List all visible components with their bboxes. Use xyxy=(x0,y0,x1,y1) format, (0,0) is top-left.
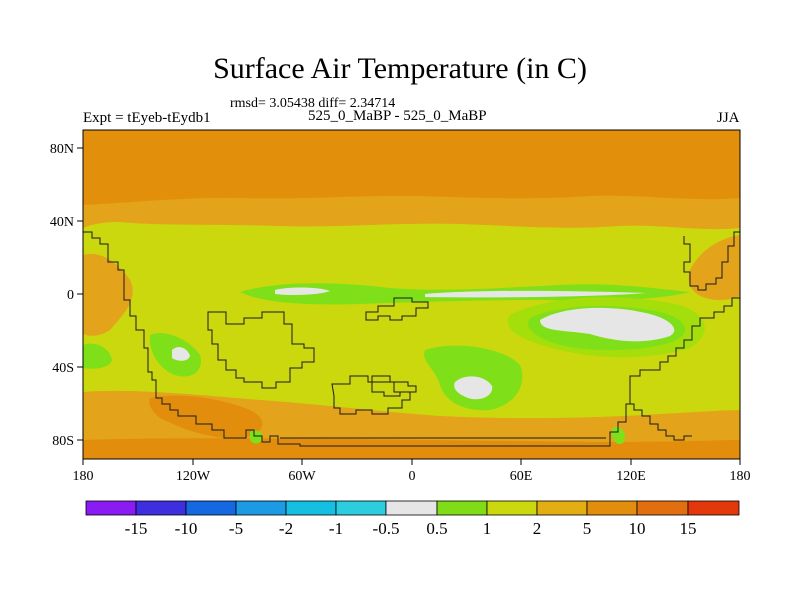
colorbar-label: 10 xyxy=(629,519,646,538)
colorbar-box xyxy=(235,500,287,516)
field-white-south xyxy=(454,376,493,400)
lat-tick-label: 40S xyxy=(52,361,74,376)
lat-tick-label: 0 xyxy=(67,288,74,303)
colorbar-label: -2 xyxy=(279,519,293,538)
colorbar-label: 0.5 xyxy=(426,519,447,538)
colorbar-box xyxy=(486,500,538,516)
lon-tick-label: 0 xyxy=(409,469,416,484)
coast-africa-like xyxy=(207,311,315,389)
runs-label: 525_0_MaBP - 525_0_MaBP xyxy=(308,108,487,124)
field-south-dark xyxy=(149,395,263,439)
colorbar-box xyxy=(586,500,638,516)
lon-tick-label: 60E xyxy=(510,469,533,484)
field-green-ocean xyxy=(83,343,112,369)
coast-central-east xyxy=(365,297,429,321)
colorbar-box xyxy=(185,500,237,516)
map-title: Surface Air Temperature (in C) xyxy=(213,52,587,85)
colorbar xyxy=(85,500,740,516)
lon-tick-label: 60W xyxy=(288,469,316,484)
colorbar-label: 5 xyxy=(583,519,592,538)
colorbar-label: -10 xyxy=(175,519,198,538)
colorbar-box xyxy=(636,500,689,516)
field-south-dark-2 xyxy=(83,438,740,459)
season-label: JJA xyxy=(717,110,740,126)
colorbar-label: 2 xyxy=(533,519,542,538)
colorbar-box xyxy=(687,500,740,516)
colorbar-label: -5 xyxy=(229,519,243,538)
colorbar-box xyxy=(285,500,337,516)
coastlines xyxy=(83,231,740,447)
field-white-indian xyxy=(540,307,675,342)
field-orange-east xyxy=(688,235,740,300)
colorbar-box xyxy=(85,500,137,516)
coast-south-block xyxy=(331,375,411,415)
field-green-antarctic-2 xyxy=(611,426,626,445)
colorbar-box xyxy=(436,500,488,516)
coast-south-inner xyxy=(371,375,417,397)
experiment-label: Expt = tEyeb-tEydb1 xyxy=(83,110,211,126)
tick-marks xyxy=(77,147,741,465)
lon-tick-label: 120E xyxy=(616,469,646,484)
colorbar-label: -1 xyxy=(329,519,343,538)
field-north-orange xyxy=(83,195,740,230)
colorbar-label: 1 xyxy=(483,519,492,538)
coast-south-tip xyxy=(626,403,692,441)
field-white-equator xyxy=(275,287,330,295)
colorbar-box xyxy=(335,500,387,516)
lon-tick-label: 120W xyxy=(176,469,211,484)
field-north-band xyxy=(83,130,740,208)
lat-tick-label: 80S xyxy=(52,434,74,449)
field-orange-west xyxy=(83,253,133,336)
field-green-antarctic xyxy=(250,430,263,444)
colorbar-box xyxy=(536,500,588,516)
coast-east-block xyxy=(683,231,740,291)
lon-tick-label: 180 xyxy=(730,469,751,484)
field-white-equator-2 xyxy=(425,290,645,298)
colorbar-box xyxy=(385,500,438,516)
coast-west-continent xyxy=(83,231,740,447)
colorbar-labels: -15 -10 -5 -2 -1 -0.5 0.5 1 2 5 10 15 xyxy=(125,519,697,538)
field-white-west xyxy=(172,347,190,361)
colorbar-label: -15 xyxy=(125,519,148,538)
lat-tick-label: 80N xyxy=(50,142,74,157)
colorbar-label: -0.5 xyxy=(373,519,400,538)
lat-tick-label: 40N xyxy=(50,215,74,230)
colorbar-label: 15 xyxy=(680,519,697,538)
lon-tick-label: 180 xyxy=(73,469,94,484)
stats-label: rmsd= 3.05438 diff= 2.34714 xyxy=(230,96,396,111)
colorbar-box xyxy=(135,500,187,516)
